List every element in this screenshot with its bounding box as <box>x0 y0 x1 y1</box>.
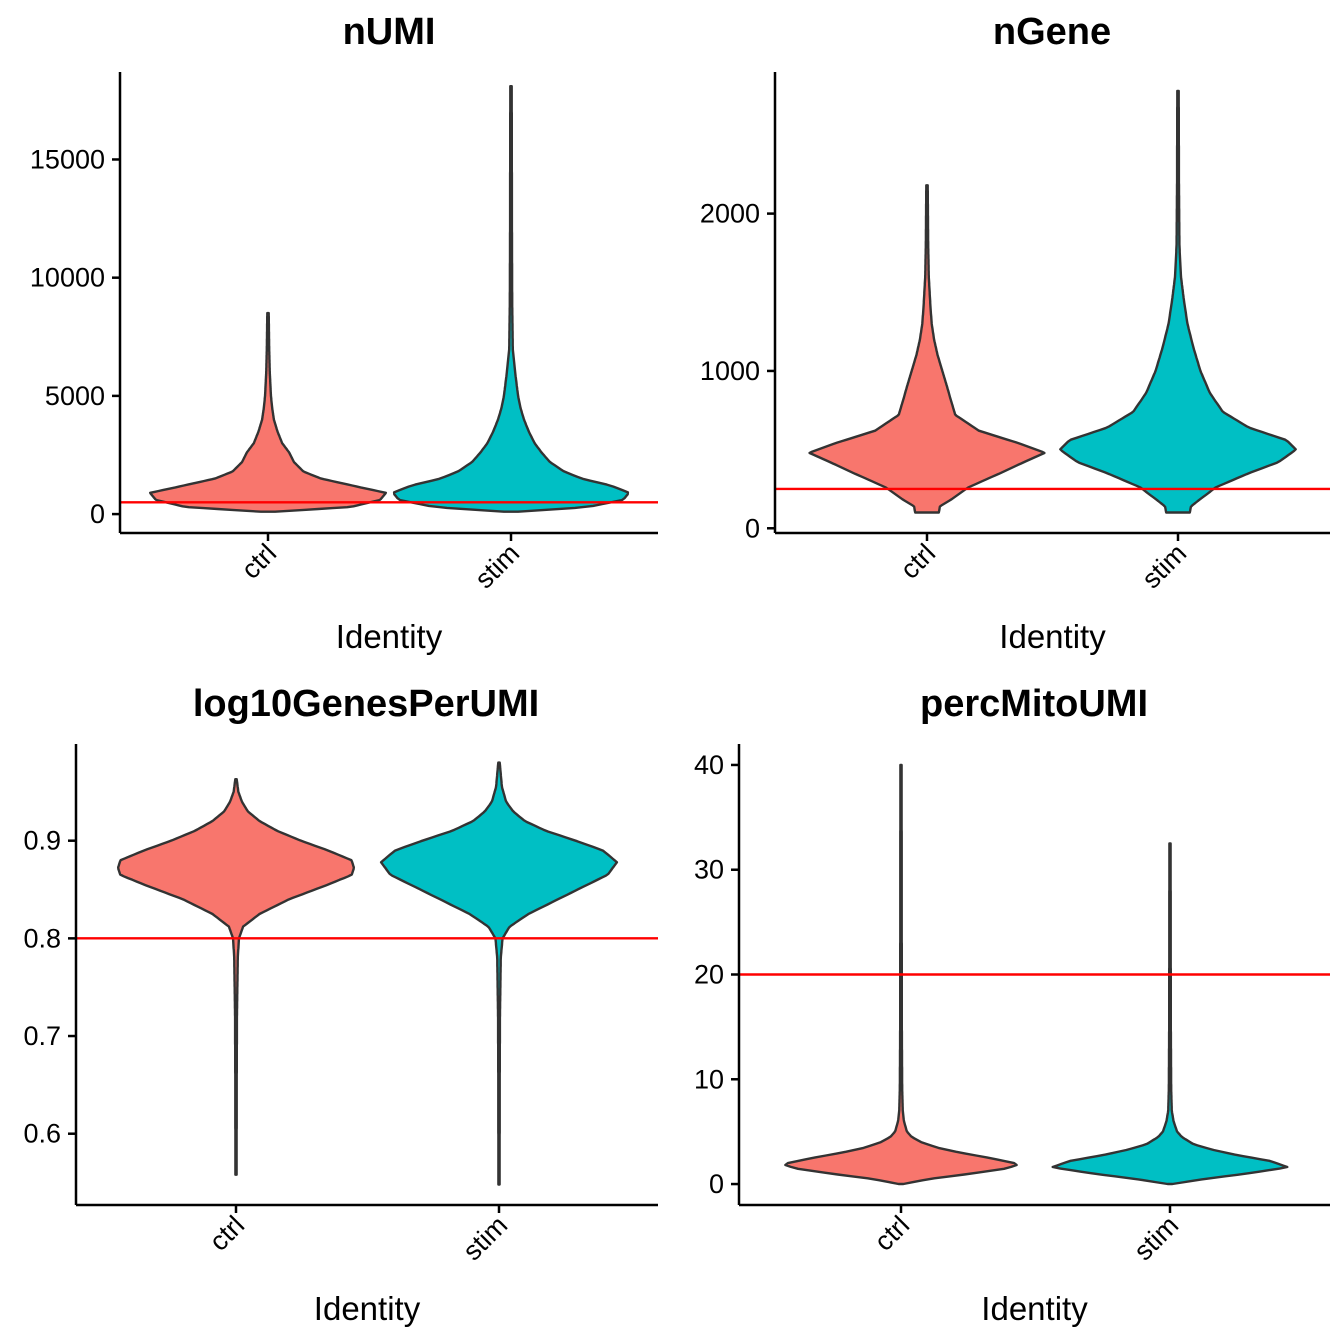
violin-ctrl <box>149 311 387 513</box>
y-tick-label: 20 <box>694 960 724 990</box>
panel-title-ngene: nGene <box>993 11 1111 53</box>
x-axis-title: Identity <box>999 618 1106 655</box>
y-tick-label: 10000 <box>30 263 105 293</box>
y-tick-label: 0 <box>709 1169 724 1199</box>
violin-ctrl <box>117 778 355 1176</box>
x-axis-title: Identity <box>981 1290 1088 1327</box>
y-tick-label: 0 <box>745 513 760 543</box>
x-tick-label-stim: stim <box>457 1210 513 1266</box>
panel-title-numi: nUMI <box>343 11 436 53</box>
violin-ctrl <box>808 184 1046 514</box>
y-tick-label: 30 <box>694 855 724 885</box>
y-tick-label: 2000 <box>700 199 760 229</box>
violin-stim <box>1059 89 1297 514</box>
x-tick-label-ctrl: ctrl <box>895 538 942 585</box>
panel-title-log10genesperumi: log10GenesPerUMI <box>193 683 539 725</box>
x-axis-title: Identity <box>314 1290 421 1327</box>
panel-log10genesperumi: log10GenesPerUMI 0.6 0.7 0.8 0.9 ctrl stim Iden… <box>23 683 658 1327</box>
x-tick-label-stim: stim <box>1136 538 1192 594</box>
x-tick-label-stim: stim <box>469 538 525 594</box>
panel-title-percmitoumi: percMitoUMI <box>920 683 1148 725</box>
y-tick-label: 0 <box>90 499 105 529</box>
y-tick-label: 0.7 <box>23 1021 61 1051</box>
y-tick-label: 10 <box>694 1064 724 1094</box>
violin-stim <box>1051 842 1289 1186</box>
y-tick-label: 5000 <box>45 381 105 411</box>
violin-stim <box>379 761 619 1186</box>
x-tick-label-ctrl: ctrl <box>869 1210 916 1257</box>
y-tick-label: 0.8 <box>23 923 61 953</box>
y-tick-label: 15000 <box>30 144 105 174</box>
panel-numi: nUMI 0 5000 10000 15000 ctrl stim Identity <box>30 11 658 655</box>
panel-ngene: nGene 0 1000 2000 ctrl stim Identity <box>700 11 1330 655</box>
y-tick-label: 0.9 <box>23 826 61 856</box>
violin-stim <box>392 85 630 513</box>
x-tick-label-ctrl: ctrl <box>204 1210 251 1257</box>
y-tick-label: 0.6 <box>23 1119 61 1149</box>
panel-percmitoumi: percMitoUMI 0 10 20 30 40 ctrl stim Identity <box>694 683 1330 1327</box>
x-axis-title: Identity <box>336 618 443 655</box>
x-tick-label-stim: stim <box>1128 1210 1184 1266</box>
y-tick-label: 40 <box>694 750 724 780</box>
x-tick-label-ctrl: ctrl <box>236 538 283 585</box>
y-tick-label: 1000 <box>700 356 760 386</box>
